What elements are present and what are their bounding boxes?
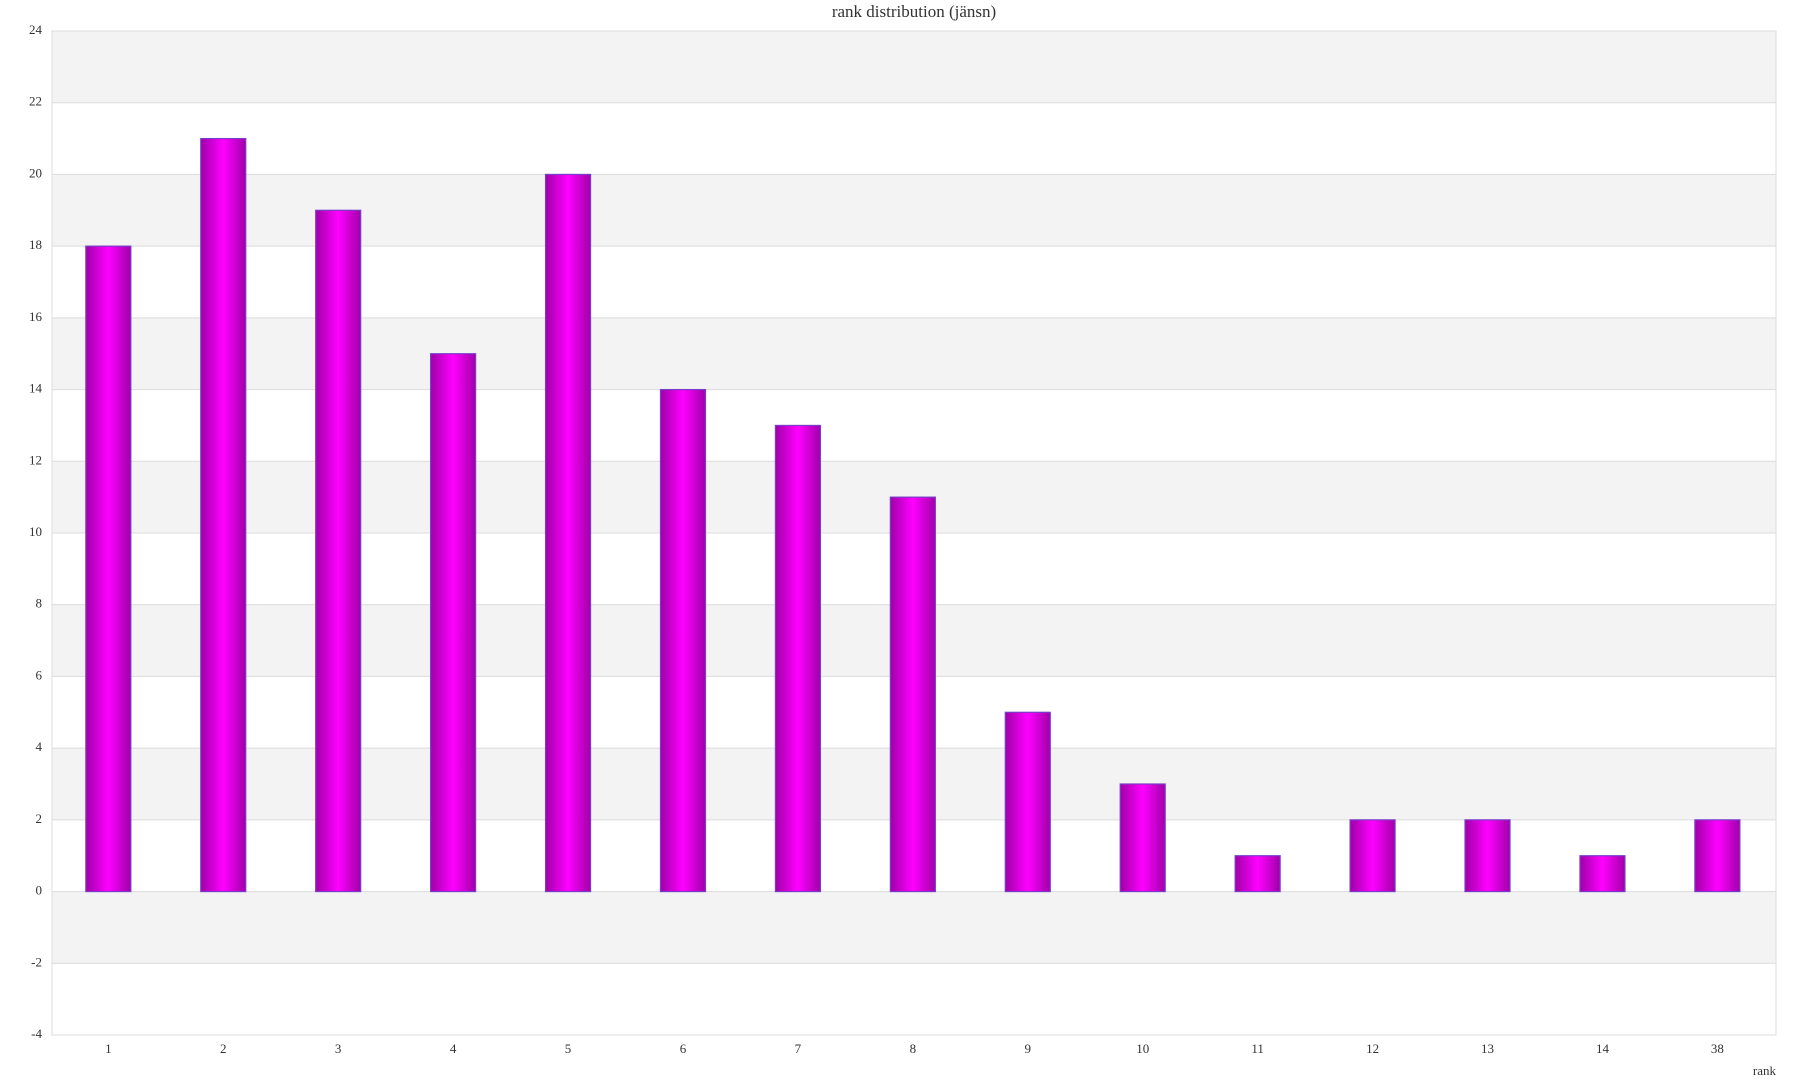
y-tick-label: 0 [36, 883, 43, 898]
bar [430, 353, 477, 893]
bar [889, 496, 936, 893]
bar [659, 388, 707, 893]
bar [1464, 819, 1511, 893]
y-tick-label: 18 [29, 237, 42, 252]
x-tick-label: 12 [1366, 1041, 1379, 1056]
x-tick-label: 1 [105, 1041, 112, 1056]
x-tick-label: 7 [795, 1041, 802, 1056]
y-tick-label: 16 [29, 309, 43, 324]
y-tick-label: 2 [36, 811, 43, 826]
x-tick-label: 5 [565, 1041, 572, 1056]
y-tick-label: 22 [29, 94, 42, 109]
bar [774, 424, 822, 893]
bar [1234, 855, 1281, 893]
y-tick-label: -4 [31, 1026, 42, 1041]
bar [544, 173, 592, 893]
y-tick-label: -2 [31, 954, 42, 969]
x-tick-label: 3 [335, 1041, 342, 1056]
x-tick-label: 38 [1711, 1041, 1724, 1056]
x-tick-label: 6 [680, 1041, 687, 1056]
bar [1579, 855, 1626, 893]
y-tick-label: 20 [29, 165, 42, 180]
band [52, 317, 1776, 390]
x-tick-label: 14 [1596, 1041, 1610, 1056]
y-tick-label: 12 [29, 452, 42, 467]
x-tick-label: 11 [1251, 1041, 1264, 1056]
y-tick-label: 8 [36, 596, 43, 611]
y-tick-label: 14 [29, 381, 43, 396]
x-tick-label: 9 [1025, 1041, 1032, 1056]
band [52, 31, 1776, 103]
bar [1349, 819, 1396, 893]
bar [1694, 819, 1741, 893]
y-tick-label: 6 [36, 667, 43, 682]
x-tick-label: 4 [450, 1041, 457, 1056]
bar [1004, 711, 1051, 893]
band [52, 174, 1776, 247]
chart-title: rank distribution (jänsn) [832, 2, 996, 21]
x-tick-label: 2 [220, 1041, 227, 1056]
band [52, 891, 1776, 964]
bar [200, 137, 247, 893]
y-tick-label: 4 [36, 739, 43, 754]
x-tick-label: 8 [910, 1041, 917, 1056]
y-tick-label: 24 [29, 22, 43, 37]
x-tick-label: 10 [1136, 1041, 1149, 1056]
x-axis-label: rank [1753, 1063, 1777, 1078]
y-tick-label: 10 [29, 524, 42, 539]
x-tick-label: 13 [1481, 1041, 1494, 1056]
bar [1119, 783, 1166, 893]
bar [315, 209, 362, 893]
bar [85, 245, 132, 893]
